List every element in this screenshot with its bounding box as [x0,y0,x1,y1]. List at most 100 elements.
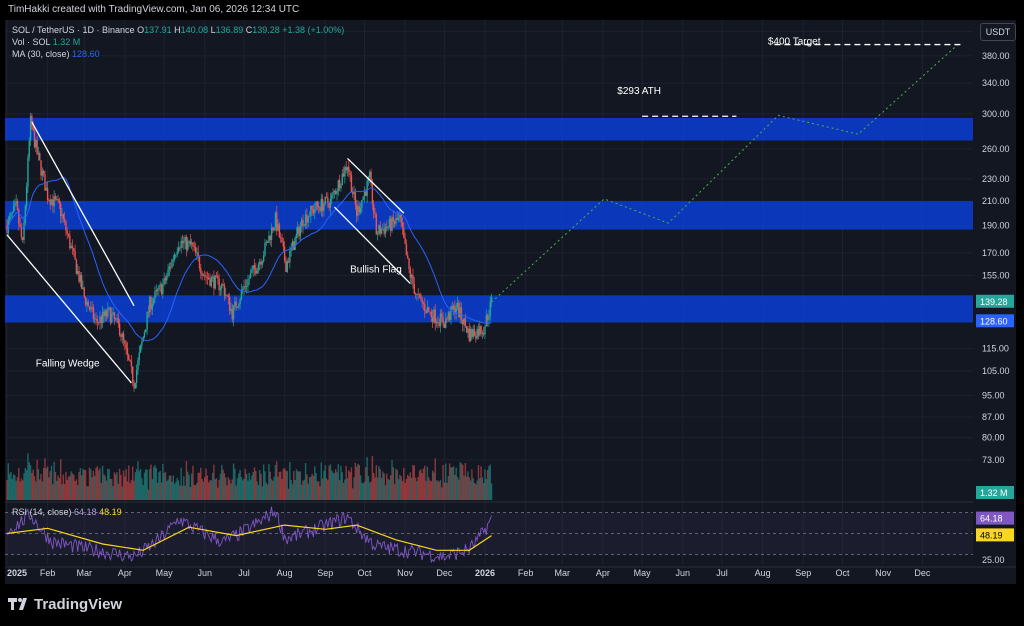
candle-body [430,311,433,317]
volume-bar [306,474,308,500]
candle-body [42,170,45,175]
legend-rsi-label[interactable]: RSI (14, close) [12,507,72,517]
candle-body [239,299,241,305]
candle-body [228,296,231,312]
candle-body [289,250,291,263]
volume-bar [261,486,264,500]
price-label-text: 139.28 [980,297,1008,307]
candle-body [463,318,465,325]
price-axis-tick: 80.00 [982,433,1005,443]
volume-bar [269,471,271,500]
volume-bar [384,485,387,500]
candle-body [90,307,92,310]
volume-bar [54,471,57,500]
volume-bar [321,478,324,500]
candle-body [126,348,129,355]
candle-body [268,235,270,243]
x-axis-tick: Mar [77,568,93,578]
volume-bar [422,468,425,500]
candle-body [155,290,157,292]
x-axis-tick: 2025 [7,568,27,578]
x-axis-tick: Nov [875,568,892,578]
chart-frame[interactable]: $400 Target $293 ATH Bullish Flag Falling W… [5,20,1016,584]
candle-body [352,192,354,194]
volume-bar [367,476,370,500]
candle-body [116,317,118,319]
candle-body [380,229,383,234]
volume-bar [463,475,465,500]
x-axis-tick: Dec [914,568,931,578]
candle-body [137,360,139,371]
volume-bar [286,471,288,500]
volume-bar [320,462,323,500]
candle-body [265,241,267,243]
volume-bar [221,464,223,500]
annotation-label: Falling Wedge [36,358,100,369]
annotation-label: Bullish Flag [350,264,402,275]
volume-bar [350,467,353,500]
volume-bar [251,475,253,500]
candle-body [329,198,332,208]
volume-bar [337,464,340,500]
volume-bar [397,479,400,500]
volume-bar [374,477,376,500]
candle-body [482,333,485,335]
candle-body [175,254,177,256]
volume-bar [270,479,273,500]
candle-body [67,233,70,236]
x-axis-tick: Dec [436,568,453,578]
candle-body [407,255,409,259]
volume-bar [192,465,194,500]
candle-body [451,306,453,310]
volume-bar [407,474,409,500]
x-axis-tick: Oct [358,568,373,578]
volume-bar [331,470,333,500]
candle-body [48,200,50,201]
candle-body [420,294,422,299]
candle-body [362,196,364,201]
footer-brand[interactable]: TradingView [8,596,122,613]
volume-bar [69,475,71,500]
volume-bar [217,487,219,500]
volume-bar [101,465,104,500]
candle-body [169,266,172,268]
legend-symbol[interactable]: SOL / TetherUS · 1D · Binance [12,25,135,35]
volume-bar [424,465,426,500]
candle-body [172,259,175,261]
candle-body [25,186,28,206]
volume-bar [274,464,277,500]
legend-ma-label[interactable]: MA (30, close) [12,49,70,59]
volume-bar [134,472,137,500]
volume-bar [78,472,80,500]
candle-body [145,329,147,333]
legend-vol-label[interactable]: Vol · SOL [12,37,51,47]
volume-bar [333,473,336,500]
volume-bar [12,474,15,500]
volume-bar [187,471,189,500]
chart-svg[interactable]: $400 Target $293 ATH Bullish Flag Falling W… [5,20,1016,584]
candle-body [77,270,79,274]
volume-bar [225,477,227,500]
currency-button[interactable]: USDT [980,23,1016,41]
candle-body [479,326,481,336]
volume-bar [481,477,484,500]
candle-body [120,335,122,337]
volume-bar [35,481,37,500]
candle-body [344,167,346,177]
x-axis-tick: Jul [238,568,250,578]
candle-body [103,311,105,317]
volume-bar [467,471,469,500]
volume-bar [188,474,190,500]
volume-bar [166,481,168,500]
candle-body [154,291,156,300]
candle-body [481,333,484,334]
volume-bar [111,479,113,500]
volume-bar [244,468,247,500]
pattern-trendline [333,206,411,285]
volume-bar [176,477,178,500]
candle-body [448,312,451,320]
candle-body [262,255,265,262]
candle-body [242,289,244,291]
candle-body [73,248,75,252]
x-axis-tick: Apr [118,568,132,578]
